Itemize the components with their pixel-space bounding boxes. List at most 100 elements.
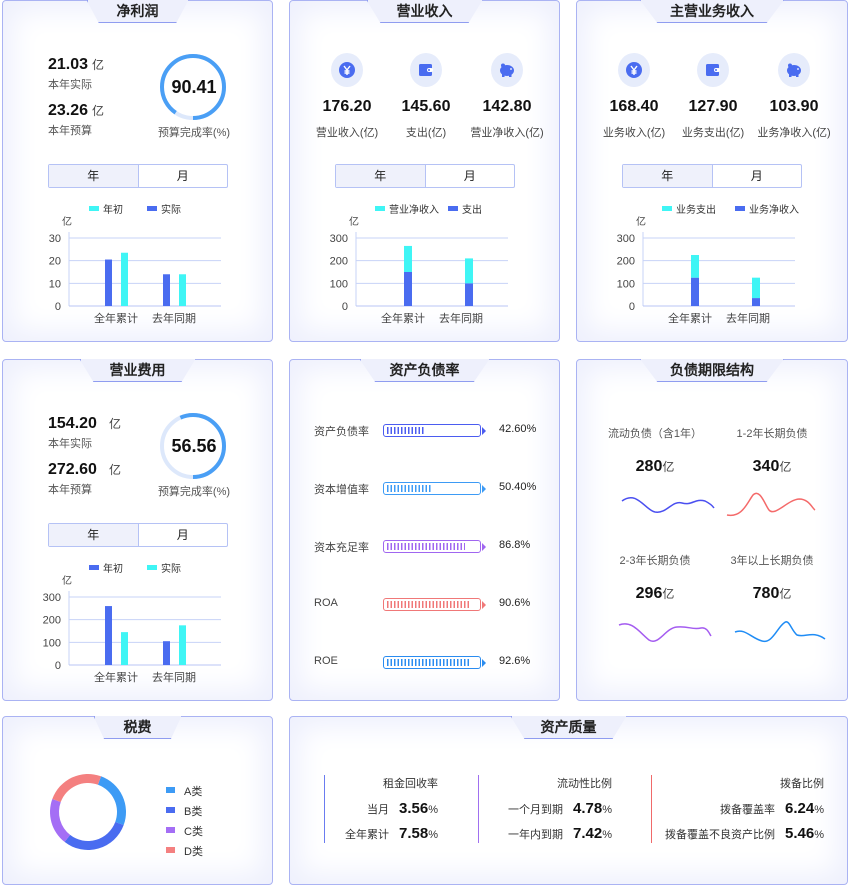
bar[interactable] [179,274,186,306]
tab-year[interactable]: 年 [623,165,713,187]
panel-title: 税费 [94,716,182,739]
bar-end-cap [482,543,486,551]
term-label: 2-3年长期负债 [619,555,691,567]
ratio-value: 90.6% [499,597,531,609]
metric-value: 142.80 [482,98,532,115]
tab-year[interactable]: 年 [49,524,139,546]
unit: 亿 [662,587,675,601]
legend-swatch [735,206,745,211]
actual-value: 21.03 [48,56,89,73]
unit: % [602,829,612,841]
bar-end-cap [482,659,486,667]
piggy-bank-icon [778,53,810,87]
panel-title: 主营业务收入 [640,0,784,23]
x-tick-label: 去年同期 [726,311,770,325]
unit: % [602,804,612,816]
bar[interactable] [179,625,186,665]
bar[interactable] [404,272,412,306]
gauge-label: 预算完成率(%) [157,486,231,498]
legend-label[interactable]: 年初 [103,203,123,216]
budget-gauge [160,54,226,120]
legend-label[interactable]: 实际 [161,203,181,216]
gauge-label: 预算完成率(%) [157,127,231,139]
metric-value: 145.60 [401,98,451,115]
tab-year[interactable]: 年 [49,165,139,187]
tax-panel: 税费 A类 B类 C类 D类 [2,716,273,885]
bar[interactable] [404,245,412,272]
period-toggle: 年月 [335,164,515,188]
budget-value: 272.60 [48,461,97,478]
term-label: 1-2年长期负债 [736,428,808,440]
yen-icon [331,53,363,87]
y-tick-label: 30 [49,233,61,245]
gauge-value: 56.56 [171,436,217,456]
legend-label[interactable]: 业务净收入 [749,203,799,216]
legend-label[interactable]: C类 [184,824,203,838]
legend-label[interactable]: D类 [184,844,203,858]
y-tick-label: 0 [55,660,61,672]
metric-value: 168.40 [609,98,659,115]
donut-slice[interactable] [50,798,71,842]
bar[interactable] [163,641,170,665]
unit: % [814,829,824,841]
progress-fill [387,427,426,434]
legend-label[interactable]: B类 [184,804,202,818]
y-tick-label: 0 [55,301,61,313]
tab-year[interactable]: 年 [336,165,426,187]
legend-label[interactable]: 支出 [462,203,482,216]
bar[interactable] [752,277,760,299]
bar-chart: 年初 实际亿 0 10 20 30 全年累计 去年同期 [49,203,221,325]
metric-label: 拨备覆盖不良资产比例 [665,829,776,841]
donut-slice[interactable] [52,774,102,803]
tab-month[interactable]: 月 [176,528,189,542]
metric-label: 一个月到期 [508,804,564,816]
tab-month[interactable]: 月 [750,169,763,183]
piggy-bank-icon [491,53,523,87]
bar[interactable] [465,283,473,306]
progress-fill [387,659,471,666]
bar-end-cap [482,601,486,609]
legend-label[interactable]: 营业净收入 [389,203,439,216]
revenue-panel: 营业收入 176.20 营业收入(亿) 145.60 支出(亿) 142.80 营业净收入… [289,0,560,342]
bar[interactable] [121,252,128,306]
actual-value: 154.20 [48,415,97,432]
metric-label: 当月 [367,804,390,816]
unit: 亿 [779,460,792,474]
legend-swatch [89,206,99,211]
legend-swatch [166,847,175,853]
bar[interactable] [752,298,760,306]
bar[interactable] [105,606,112,665]
x-tick-label: 全年累计 [668,311,712,325]
unit: 亿 [662,460,675,474]
term-value: 296 [635,585,663,602]
legend-label[interactable]: A类 [184,784,202,798]
bar[interactable] [465,258,473,284]
ratio-value: 92.6% [499,655,531,667]
legend-swatch [166,807,175,813]
y-tick-label: 100 [617,278,635,290]
ratio-label: 资本充足率 [314,542,369,554]
metric-label: 业务收入(亿) [602,127,666,139]
legend-label[interactable]: 业务支出 [676,203,716,216]
donut-slice[interactable] [97,776,126,826]
metric-value: 176.20 [322,98,372,115]
donut-slice[interactable] [64,821,124,850]
bar[interactable] [691,277,699,306]
legend-swatch [166,827,175,833]
bar[interactable] [163,274,170,306]
bar[interactable] [691,255,699,278]
unit: 亿 [108,463,121,477]
ratio-label: 资产负债率 [314,426,369,438]
tab-month[interactable]: 月 [463,169,476,183]
legend-label[interactable]: 年初 [103,562,123,575]
bar-end-cap [482,485,486,493]
term-label: 3年以上长期负债 [730,555,814,567]
metric-label: 支出(亿) [405,127,447,139]
tab-month[interactable]: 月 [176,169,189,183]
y-unit: 亿 [62,215,72,228]
debt-term-panel: 负债期限结构 流动负债（含1年） 280亿 1-2年长期负债 340亿 2-3年长期… [576,359,848,701]
legend-label[interactable]: 实际 [161,562,181,575]
term-value: 780 [752,585,780,602]
bar[interactable] [105,259,112,306]
bar[interactable] [121,632,128,665]
